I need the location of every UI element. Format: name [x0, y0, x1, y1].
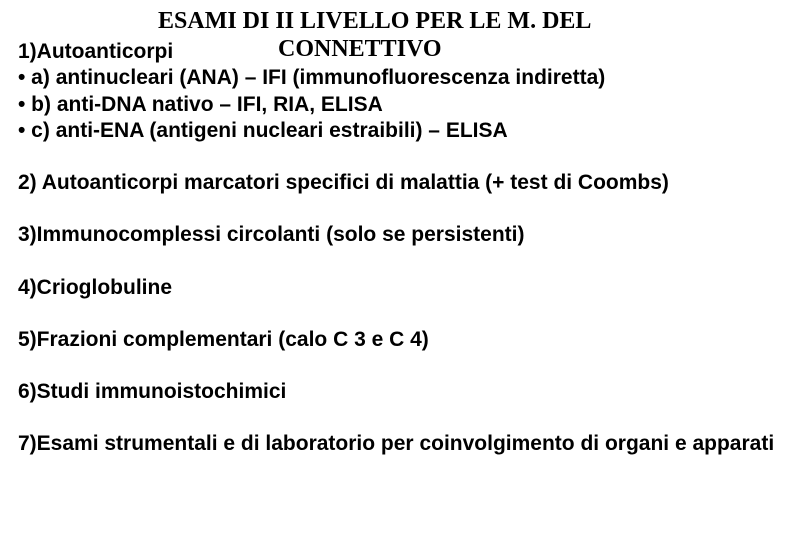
item-6: 6)Studi immunoistochimici — [18, 379, 792, 405]
item-1-sub-b: • b) anti-DNA nativo – IFI, RIA, ELISA — [18, 92, 792, 118]
item-7: 7)Esami strumentali e di laboratorio per… — [18, 431, 792, 457]
title-line-1: ESAMI DI II LIVELLO PER LE M. DEL — [78, 8, 792, 36]
slide-content: 1)Autoanticorpi • a) antinucleari (ANA) … — [18, 39, 792, 458]
item-1-sub-a: • a) antinucleari (ANA) – IFI (immunoflu… — [18, 65, 792, 91]
item-5: 5)Frazioni complementari (calo C 3 e C 4… — [18, 327, 792, 353]
item-2: 2) Autoanticorpi marcatori specifici di … — [18, 170, 792, 196]
item-3: 3)Immunocomplessi circolanti (solo se pe… — [18, 222, 792, 248]
item-4: 4)Crioglobuline — [18, 275, 792, 301]
item-1-sub-c: • c) anti-ENA (antigeni nucleari estraib… — [18, 118, 792, 144]
